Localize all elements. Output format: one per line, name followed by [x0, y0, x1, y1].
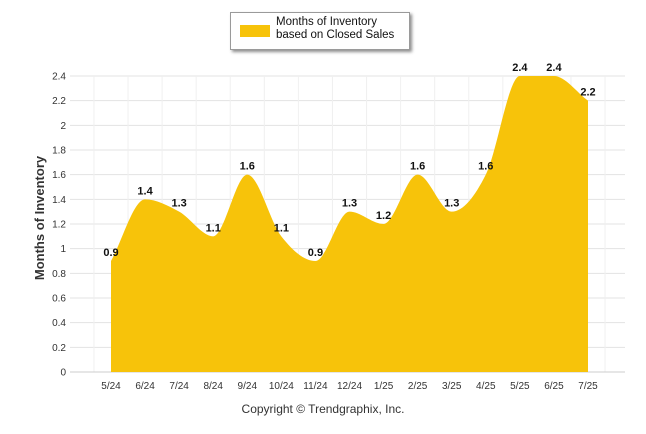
data-label: 1.2: [376, 210, 391, 222]
x-tick-label: 3/25: [442, 381, 462, 392]
copyright-text: Copyright © Trendgraphix, Inc.: [241, 402, 405, 416]
legend-label: Months of Inventory based on Closed Sale…: [276, 16, 395, 41]
y-tick-label: 2.2: [52, 96, 66, 107]
y-tick-label: 0.4: [52, 318, 66, 329]
x-tick-label: 7/24: [169, 381, 189, 392]
data-label: 1.4: [137, 185, 153, 197]
y-tick-label: 2: [60, 121, 66, 132]
data-label: 0.9: [308, 247, 323, 259]
x-tick-label: 7/25: [578, 381, 598, 392]
area-series: [111, 76, 588, 372]
data-label: 1.1: [274, 222, 289, 234]
x-tick-label: 2/25: [408, 381, 428, 392]
x-tick-label: 6/25: [544, 381, 564, 392]
x-tick-label: 1/25: [374, 381, 394, 392]
y-tick-label: 1.8: [52, 146, 66, 157]
x-tick-label: 5/24: [101, 381, 121, 392]
x-tick-label: 9/24: [238, 381, 258, 392]
y-tick-label: 0.8: [52, 269, 66, 280]
x-tick-label: 11/24: [303, 381, 328, 392]
y-tick-label: 0: [60, 368, 66, 379]
data-label: 1.3: [171, 198, 186, 210]
x-tick-label: 4/25: [476, 381, 496, 392]
y-tick-label: 0.2: [52, 343, 66, 354]
x-tick-label: 12/24: [337, 381, 362, 392]
data-labels: 0.9 1.4 1.3 1.1 1.6 1.1 0.9 1.3 1.2 1.6 1.3 1.6 2.4 2…: [103, 62, 595, 259]
legend: Months of Inventory based on Closed Sale…: [230, 12, 410, 50]
data-label: 1.1: [206, 222, 221, 234]
y-tick-label: 1.6: [52, 170, 66, 181]
data-label: 1.3: [444, 198, 459, 210]
y-tick-label: 1.4: [52, 195, 66, 206]
data-label: 1.6: [240, 161, 255, 173]
data-label: 1.6: [478, 161, 493, 173]
data-label: 1.3: [342, 198, 357, 210]
y-tick-label: 0.6: [52, 294, 66, 305]
y-tick-label: 1: [60, 244, 66, 255]
data-label: 2.4: [512, 62, 528, 74]
x-tick-label: 8/24: [203, 381, 223, 392]
x-tick-label: 10/24: [269, 381, 294, 392]
data-label: 0.9: [103, 247, 118, 259]
data-label: 2.4: [546, 62, 562, 74]
data-label: 1.6: [410, 161, 425, 173]
y-tick-labels: 0 0.2 0.4 0.6 0.8 1 1.2 1.4 1.6 1.8 2 2.2 2.4: [52, 72, 66, 379]
data-label: 2.2: [580, 87, 595, 99]
y-axis-title: Months of Inventory: [32, 155, 47, 280]
x-tick-label: 6/24: [135, 381, 155, 392]
y-tick-label: 2.4: [52, 72, 66, 83]
y-tick-label: 1.2: [52, 220, 66, 231]
x-tick-label: 5/25: [510, 381, 530, 392]
legend-swatch: [240, 25, 270, 37]
x-tick-labels: 5/24 6/24 7/24 8/24 9/24 10/24 11/24 12/24 1/25 2…: [101, 381, 598, 392]
